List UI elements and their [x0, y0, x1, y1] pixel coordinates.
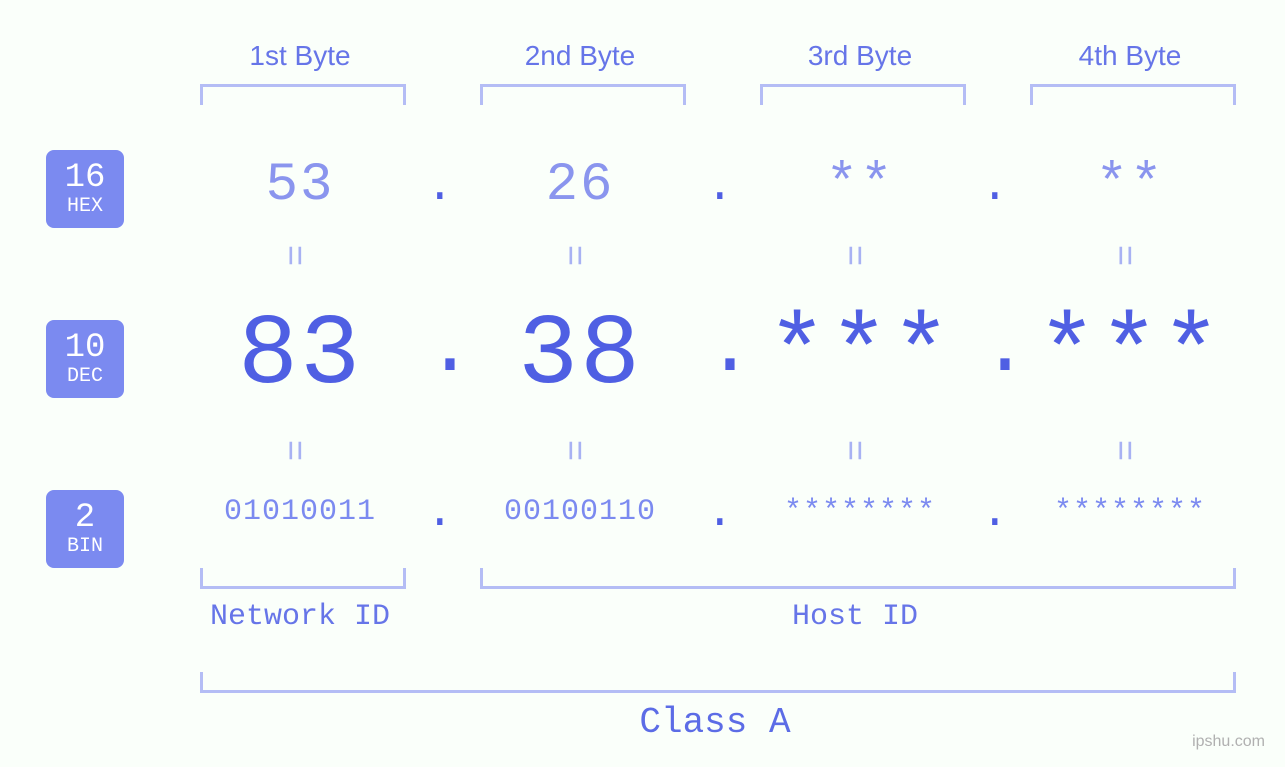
dot-separator: . — [706, 161, 734, 213]
dot-separator: . — [426, 304, 474, 395]
dot-separator: . — [426, 487, 454, 539]
byte-header-1: 1st Byte — [170, 40, 430, 72]
top-bracket-4 — [1030, 84, 1236, 105]
base-badge-dec: 10DEC — [46, 320, 124, 398]
class-bracket — [200, 672, 1236, 693]
equals-icon: = — [552, 440, 593, 462]
class-label: Class A — [200, 702, 1230, 743]
equals-icon: = — [832, 440, 873, 462]
byte-header-4: 4th Byte — [1000, 40, 1260, 72]
base-badge-bin: 2BIN — [46, 490, 124, 568]
bin-byte-4: ******** — [1000, 495, 1260, 529]
top-bracket-3 — [760, 84, 966, 105]
dec-byte-4: *** — [1000, 300, 1260, 413]
dec-byte-3: *** — [730, 300, 990, 413]
dot-separator: . — [981, 304, 1029, 395]
dot-separator: . — [706, 304, 754, 395]
badge-base-number: 2 — [75, 501, 95, 535]
network_id-label: Network ID — [200, 600, 400, 634]
host_id-label: Host ID — [480, 600, 1230, 634]
bin-byte-1: 01010011 — [170, 495, 430, 529]
host_id-bracket — [480, 568, 1236, 589]
dec-byte-2: 38 — [450, 300, 710, 413]
dec-byte-1: 83 — [170, 300, 430, 413]
hex-byte-1: 53 — [180, 155, 420, 216]
equals-icon: = — [272, 245, 313, 267]
ip-diagram: 16HEX 10DEC 2BIN 1st Byte 2nd Byte 3rd Byte 4t… — [0, 0, 1285, 767]
bin-byte-3: ******** — [730, 495, 990, 529]
byte-header-2: 2nd Byte — [450, 40, 710, 72]
dot-separator: . — [981, 487, 1009, 539]
dot-separator: . — [426, 161, 454, 213]
hex-byte-3: ** — [740, 155, 980, 216]
bin-byte-2: 00100110 — [450, 495, 710, 529]
network_id-bracket — [200, 568, 406, 589]
dot-separator: . — [981, 161, 1009, 213]
top-bracket-2 — [480, 84, 686, 105]
base-badge-hex: 16HEX — [46, 150, 124, 228]
equals-icon: = — [1102, 440, 1143, 462]
badge-base-label: DEC — [67, 367, 103, 387]
top-bracket-1 — [200, 84, 406, 105]
watermark: ipshu.com — [1192, 733, 1265, 751]
equals-icon: = — [272, 440, 313, 462]
dot-separator: . — [706, 487, 734, 539]
equals-icon: = — [552, 245, 593, 267]
byte-header-3: 3rd Byte — [730, 40, 990, 72]
badge-base-label: BIN — [67, 537, 103, 557]
equals-icon: = — [832, 245, 873, 267]
hex-byte-4: ** — [1010, 155, 1250, 216]
hex-byte-2: 26 — [460, 155, 700, 216]
badge-base-number: 16 — [65, 161, 106, 195]
badge-base-number: 10 — [65, 331, 106, 365]
badge-base-label: HEX — [67, 197, 103, 217]
equals-icon: = — [1102, 245, 1143, 267]
